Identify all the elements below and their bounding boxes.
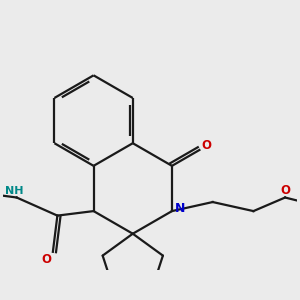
Text: N: N bbox=[175, 202, 185, 215]
Text: O: O bbox=[41, 254, 51, 266]
Text: O: O bbox=[202, 140, 212, 152]
Text: O: O bbox=[280, 184, 290, 197]
Text: NH: NH bbox=[5, 186, 24, 196]
